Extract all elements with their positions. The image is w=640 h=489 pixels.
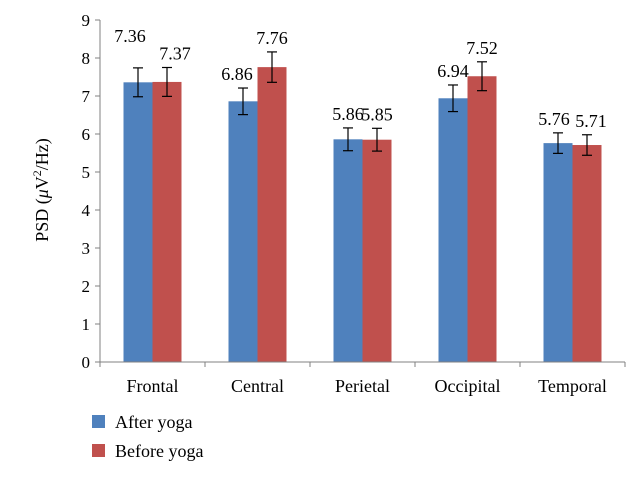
legend-swatch — [92, 415, 105, 428]
data-label: 6.86 — [221, 64, 253, 84]
legend-label: After yoga — [115, 412, 192, 432]
legend: After yoga Before yoga — [92, 412, 203, 461]
bar — [257, 67, 287, 363]
bar — [123, 82, 153, 362]
bar — [228, 101, 258, 362]
y-tick-label: 3 — [82, 239, 91, 258]
axes: 0 1 2 3 4 5 6 7 8 9 Frontal Central Perietal Occipita… — [82, 11, 626, 396]
legend-swatch — [92, 444, 105, 457]
data-label: 6.94 — [437, 61, 469, 81]
bar — [362, 139, 392, 362]
data-label: 5.85 — [361, 104, 393, 124]
y-axis-label: PSD (μV2/Hz) — [30, 138, 53, 242]
y-tick-label: 9 — [82, 11, 91, 30]
error-bars — [133, 51, 592, 156]
data-label: 7.52 — [466, 38, 498, 58]
x-tick-label: Temporal — [538, 376, 607, 396]
y-tick-label: 1 — [82, 315, 91, 334]
legend-label: Before yoga — [115, 441, 203, 461]
bar — [152, 81, 182, 362]
y-tick-label: 7 — [82, 87, 91, 106]
y-tick-label: 8 — [82, 49, 91, 68]
data-label: 7.36 — [114, 26, 146, 46]
bar — [572, 145, 602, 362]
data-label: 5.76 — [538, 109, 570, 129]
bars — [123, 67, 602, 363]
y-tick-label: 6 — [82, 125, 91, 144]
y-tick-label: 5 — [82, 163, 91, 182]
x-tick-label: Frontal — [127, 376, 179, 396]
data-label: 7.37 — [159, 44, 191, 64]
x-tick-label: Perietal — [335, 376, 390, 396]
y-tick-label: 2 — [82, 277, 91, 296]
bar — [438, 98, 468, 362]
y-tick-label: 0 — [82, 353, 91, 372]
x-tick-label: Occipital — [435, 376, 501, 396]
bar — [467, 76, 497, 363]
data-labels: 7.36 6.86 5.86 6.94 5.76 7.37 7.76 5.85 7.52 5.71 — [114, 26, 607, 131]
x-tick-label: Central — [231, 376, 284, 396]
bar — [333, 139, 363, 362]
bar — [543, 143, 573, 362]
data-label: 7.76 — [256, 28, 288, 48]
data-label: 5.71 — [575, 111, 607, 131]
y-tick-label: 4 — [82, 201, 91, 220]
data-label: 5.86 — [332, 104, 364, 124]
